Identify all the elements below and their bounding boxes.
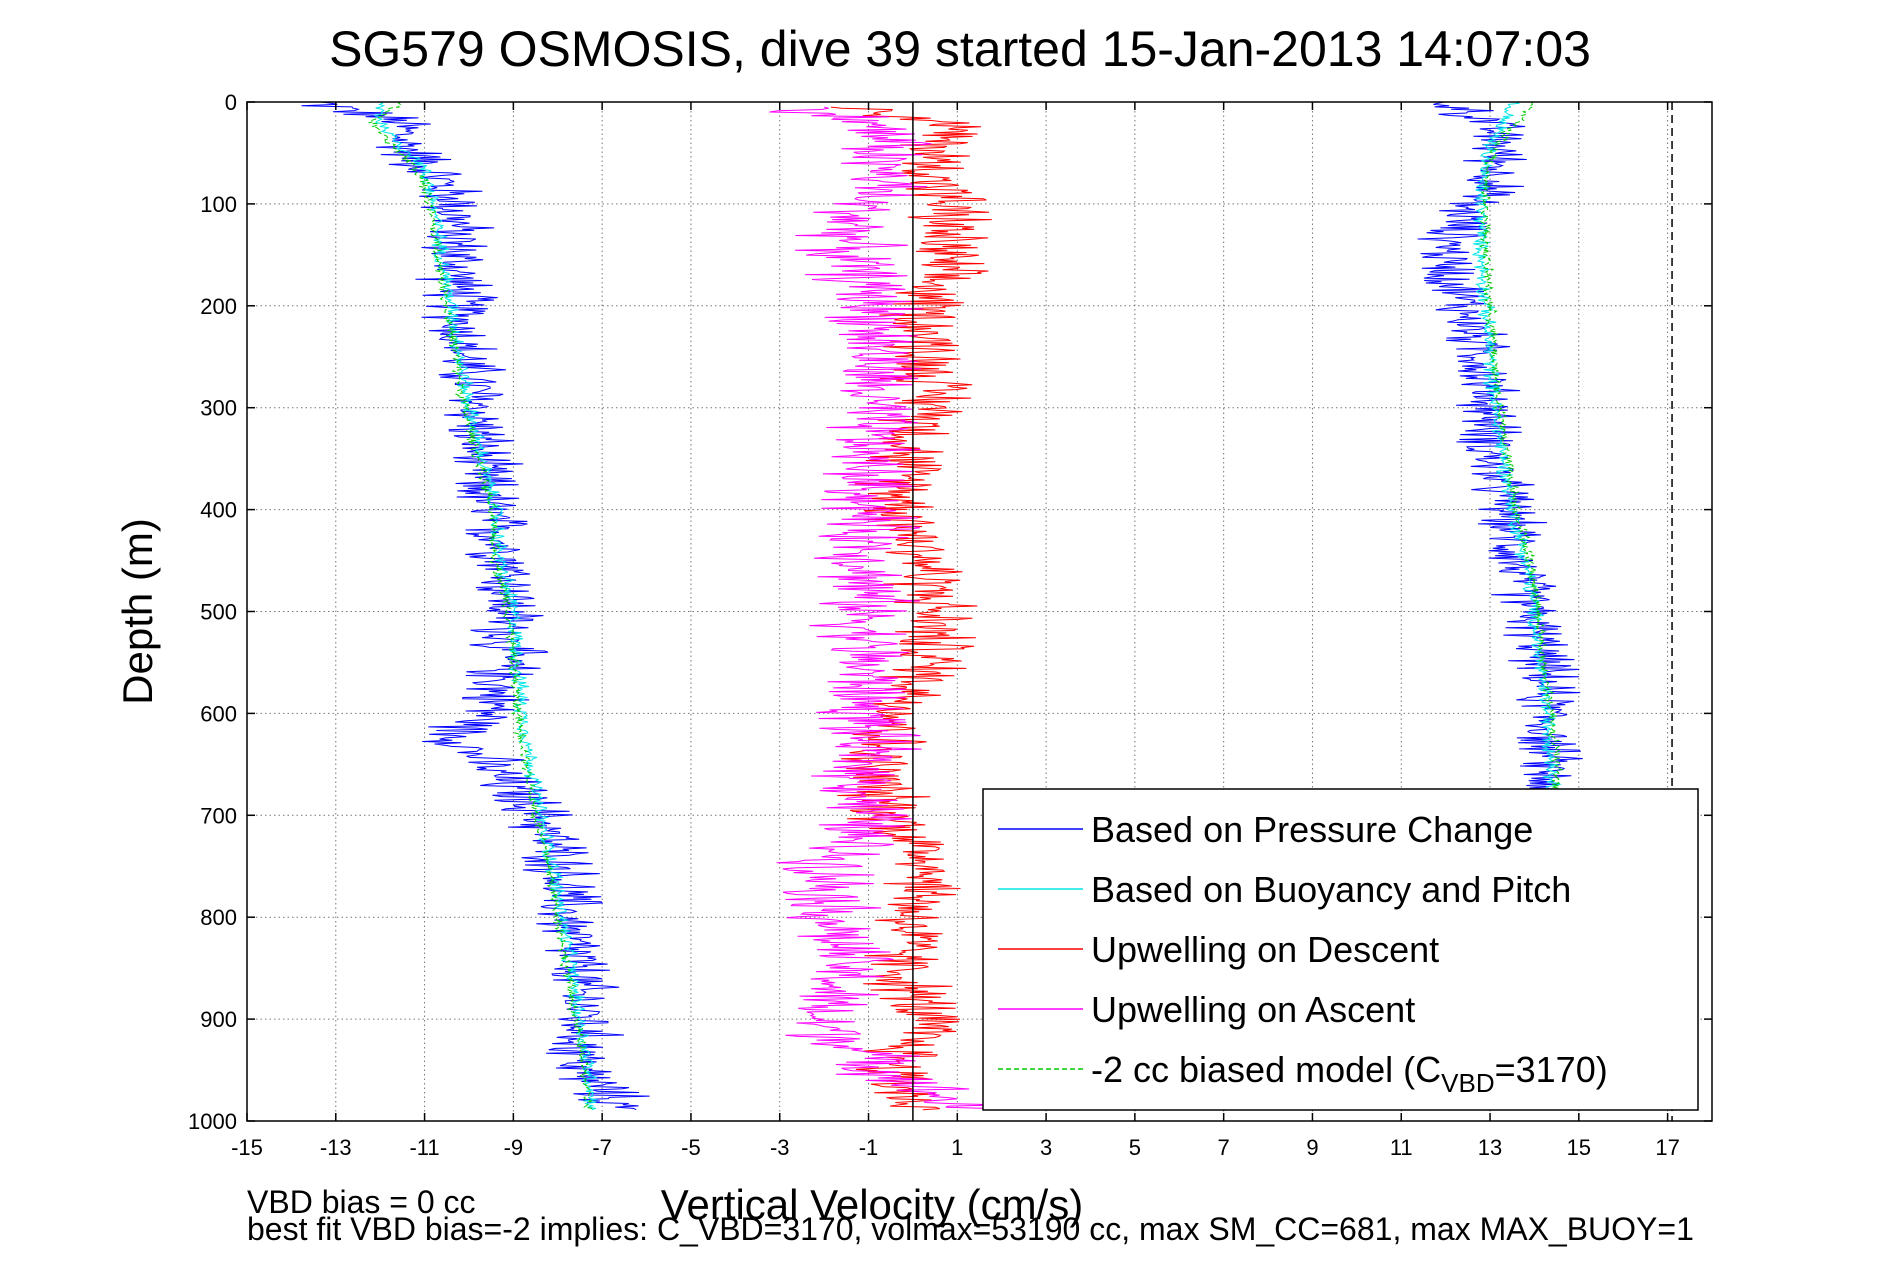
x-tick-label: 7: [1218, 1135, 1230, 1160]
axis-ticks: -15 -13 -11 -9 -7 -5 -3 -1 1 3 5 7 9 11 13 15 1701002003…: [188, 90, 1712, 1160]
legend-entry-label: Upwelling on Descent: [1091, 929, 1439, 970]
series-line-1-1: [1471, 101, 1562, 795]
x-tick-label: -5: [681, 1135, 701, 1160]
series-line-4-0: [368, 101, 594, 1111]
x-tick-label: 13: [1478, 1135, 1502, 1160]
legend-entry-subscript: VBD: [1441, 1068, 1494, 1098]
x-tick-label: 17: [1655, 1135, 1679, 1160]
x-tick-label: 9: [1306, 1135, 1318, 1160]
legend-box: [982, 788, 1699, 1111]
legend-entry-label: Based on Pressure Change: [1091, 809, 1533, 850]
y-tick-label: 200: [200, 294, 237, 319]
legend-entry-label: Based on Buoyancy and Pitch: [1091, 869, 1571, 910]
x-axis-label: Vertical Velocity (cm/s): [661, 1181, 1083, 1228]
x-tick-label: -1: [859, 1135, 879, 1160]
footer-line-2: best fit VBD bias=-2 implies: C_VBD=3170…: [247, 1211, 1694, 1247]
x-tick-label: -11: [409, 1135, 439, 1160]
x-tick-label: -9: [504, 1135, 524, 1160]
legend: Based on Pressure Change Based on Buoyanc…: [982, 788, 1699, 1111]
series-line-2-0: [830, 106, 992, 1111]
chart-title: SG579 OSMOSIS, dive 39 started 15-Jan-20…: [329, 21, 1591, 77]
legend-entry: Upwelling on Ascent: [1091, 989, 1415, 1030]
legend-entry: Based on Pressure Change: [1091, 809, 1533, 850]
x-tick-label: 1: [951, 1135, 963, 1160]
y-tick-label: 600: [200, 701, 237, 726]
series-line-4-1: [1479, 101, 1564, 795]
y-tick-label: 800: [200, 905, 237, 930]
series-line-0-0: [301, 101, 650, 1111]
legend-entry: -2 cc biased model (CVBD=3170): [1091, 1049, 1608, 1098]
y-tick-label: 500: [200, 600, 237, 625]
x-tick-label: 5: [1129, 1135, 1141, 1160]
y-tick-label: 700: [200, 803, 237, 828]
footer-line-1: VBD bias = 0 cc: [247, 1184, 476, 1220]
series-line-3-0: [769, 106, 1004, 1111]
legend-entry-label: Upwelling on Ascent: [1091, 989, 1415, 1030]
x-tick-label: -13: [320, 1135, 352, 1160]
x-tick-label: -3: [770, 1135, 790, 1160]
series-line-0-1: [1417, 101, 1583, 795]
y-tick-label: 1000: [188, 1109, 237, 1134]
y-tick-label: 900: [200, 1007, 237, 1032]
x-tick-label: 15: [1567, 1135, 1591, 1160]
y-tick-label: 100: [200, 192, 237, 217]
series-group: [301, 101, 1583, 1111]
y-axis-label: Depth (m): [114, 518, 161, 705]
legend-entry-label: -2 cc biased model (C: [1091, 1049, 1441, 1090]
y-tick-label: 400: [200, 498, 237, 523]
x-tick-label: 3: [1040, 1135, 1052, 1160]
x-tick-label: -15: [231, 1135, 263, 1160]
y-tick-label: 300: [200, 396, 237, 421]
x-tick-label: -7: [592, 1135, 612, 1160]
y-tick-label: 0: [225, 90, 237, 115]
legend-entry: Upwelling on Descent: [1091, 929, 1439, 970]
legend-entry: Based on Buoyancy and Pitch: [1091, 869, 1571, 910]
legend-entry-suffix: =3170): [1495, 1049, 1608, 1090]
x-tick-label: 11: [1390, 1135, 1413, 1160]
